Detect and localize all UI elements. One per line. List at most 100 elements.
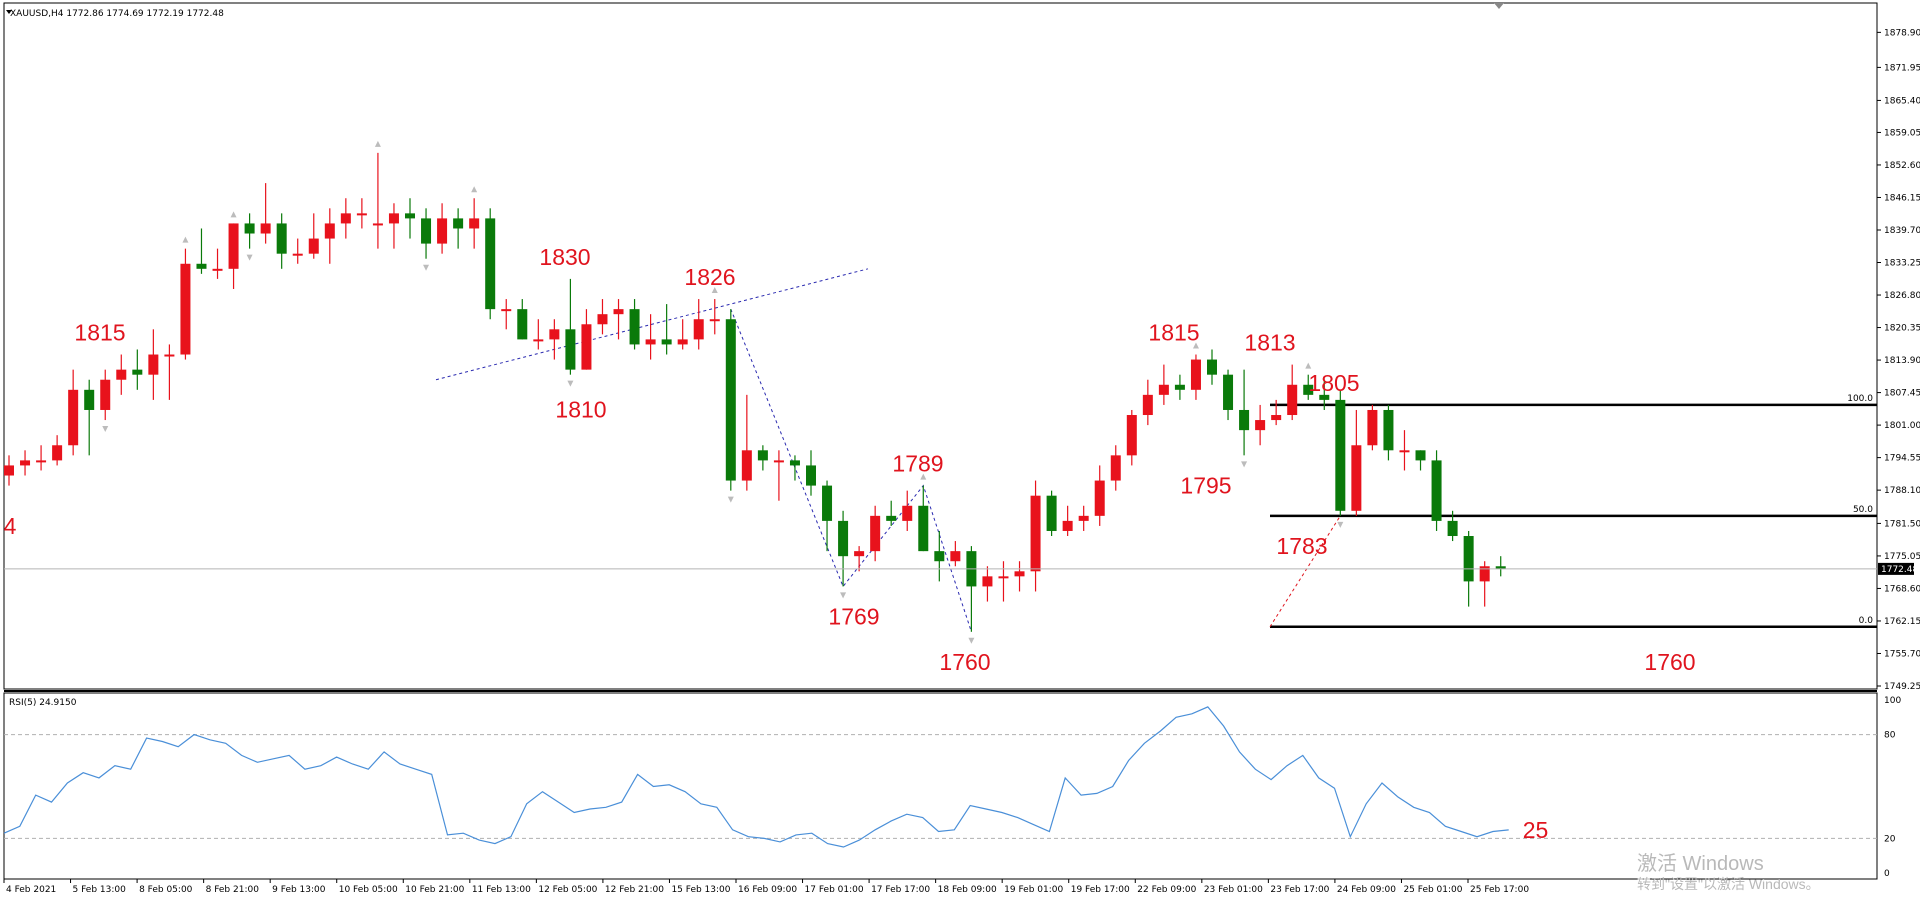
candle-body — [485, 218, 496, 310]
candle-body — [1399, 450, 1410, 453]
candle-body — [388, 213, 399, 224]
candle-body — [838, 520, 849, 557]
candle-body — [1479, 566, 1490, 582]
candle-body — [1158, 384, 1169, 395]
price-annotation: 4 — [4, 513, 17, 539]
time-tick-label: 17 Feb 01:00 — [805, 885, 864, 895]
price-tick-label: 1768.60 — [1884, 584, 1920, 594]
candle-body — [228, 223, 239, 269]
candle-body — [1126, 415, 1137, 456]
time-tick-label: 19 Feb 01:00 — [1004, 885, 1063, 895]
trendlines[interactable] — [435, 268, 1341, 632]
price-tick-label: 1878.90 — [1884, 28, 1920, 38]
fractal-up-arrow — [230, 211, 237, 218]
fractal-down-arrow — [968, 637, 975, 644]
shift-marker-icon[interactable] — [1494, 3, 1504, 9]
watermark-title: 激活 Windows — [1637, 852, 1764, 875]
windows-activation-watermark: 激活 Windows 转到"设置"以激活 Windows。 — [1637, 852, 1820, 892]
candle-body — [645, 339, 656, 345]
price-annotation: 1805 — [1308, 370, 1359, 396]
price-annotation: 1795 — [1180, 472, 1231, 498]
price-annotation: 1769 — [828, 603, 879, 629]
candle-body — [741, 450, 752, 481]
price-annotation: 1813 — [1244, 330, 1295, 356]
candle-body — [1367, 409, 1378, 446]
candle-body — [164, 354, 175, 357]
fib-base-line — [1269, 515, 1341, 628]
candle-body — [565, 329, 576, 370]
time-tick-label: 24 Feb 09:00 — [1337, 885, 1396, 895]
price-axis: 1878.90 1871.95 1865.40 1859.05 1852.60 1846.… — [1877, 28, 1920, 692]
candle-body — [405, 213, 415, 219]
candle-body — [308, 238, 319, 254]
price-tick-label: 1820.35 — [1884, 324, 1920, 334]
time-axis: 4 Feb 2021 5 Feb 13:00 8 Feb 05:00 8 Feb 21… — [3, 879, 1529, 895]
price-tick-label: 1762.15 — [1884, 617, 1920, 627]
candle-body — [773, 460, 784, 463]
fibonacci-retracement[interactable]: 100.0 50.0 0.0 — [1270, 394, 1877, 629]
fractal-up-arrow — [182, 236, 189, 243]
fractal-down-arrow — [840, 592, 847, 599]
candle-body — [1415, 450, 1426, 461]
candle-body — [870, 515, 881, 552]
time-tick-label: 12 Feb 21:00 — [605, 885, 664, 895]
candle-body — [1463, 536, 1474, 582]
candle-body — [501, 309, 512, 312]
fractal-up-arrow — [374, 140, 381, 147]
candle-body — [982, 576, 993, 587]
candle-body — [886, 515, 897, 521]
price-annotation: 1815 — [1148, 320, 1199, 346]
candle-body — [1383, 409, 1394, 451]
fractal-up-arrow — [1305, 362, 1312, 369]
candle-body — [1335, 399, 1346, 511]
price-annotation: 1826 — [684, 264, 735, 290]
time-tick-label: 16 Feb 09:00 — [738, 885, 797, 895]
candle-body — [549, 329, 560, 340]
candle-body — [4, 465, 14, 476]
candle-body — [822, 485, 833, 521]
rsi-tick-label: 100 — [1884, 696, 1901, 706]
candle-body — [180, 263, 191, 355]
fib-level-label: 0.0 — [1859, 616, 1874, 626]
candle-body — [1030, 495, 1041, 572]
candle-body — [196, 263, 207, 269]
price-annotation: 1760 — [1644, 649, 1695, 675]
candle-body — [517, 309, 528, 340]
candle-body — [789, 460, 800, 466]
candle-body — [68, 389, 79, 446]
candle-body — [934, 551, 945, 562]
candle-body — [1142, 394, 1153, 416]
fractal-up-arrow — [1192, 342, 1199, 349]
candle-body — [437, 218, 448, 244]
candle-body — [1046, 495, 1057, 531]
time-tick-label: 5 Feb 13:00 — [73, 885, 127, 895]
time-tick-label: 4 Feb 2021 — [6, 885, 56, 895]
fractal-down-arrow — [423, 264, 430, 271]
candle-body — [1110, 455, 1121, 481]
candle-body — [148, 354, 159, 375]
candle-body — [52, 445, 63, 461]
candle-body — [1094, 480, 1105, 516]
fractal-down-arrow — [102, 426, 109, 433]
rsi-pane[interactable]: 100 80 20 0 25 RSI(5) 24.9150 — [3, 690, 1901, 880]
rsi-tick-label: 20 — [1884, 834, 1896, 844]
candle-body — [597, 314, 608, 325]
candle-body — [1351, 445, 1362, 511]
candle-body — [677, 339, 688, 345]
candle-body — [1207, 359, 1217, 375]
rsi-last-value-label: 25 — [1523, 817, 1549, 843]
candle-body — [244, 223, 255, 234]
candle-body — [1190, 359, 1201, 390]
time-tick-label: 19 Feb 17:00 — [1071, 885, 1130, 895]
price-pane[interactable]: 1878.90 1871.95 1865.40 1859.05 1852.60 1846.… — [3, 2, 1920, 692]
candle-body — [725, 319, 736, 481]
rsi-tick-label: 80 — [1884, 731, 1896, 741]
price-tick-label: 1859.05 — [1884, 128, 1920, 138]
candle-body — [918, 505, 929, 552]
candle-body — [116, 369, 127, 380]
symbol-dropdown-icon[interactable] — [6, 10, 12, 14]
time-tick-label: 17 Feb 17:00 — [871, 885, 930, 895]
candle-body — [1078, 515, 1089, 521]
